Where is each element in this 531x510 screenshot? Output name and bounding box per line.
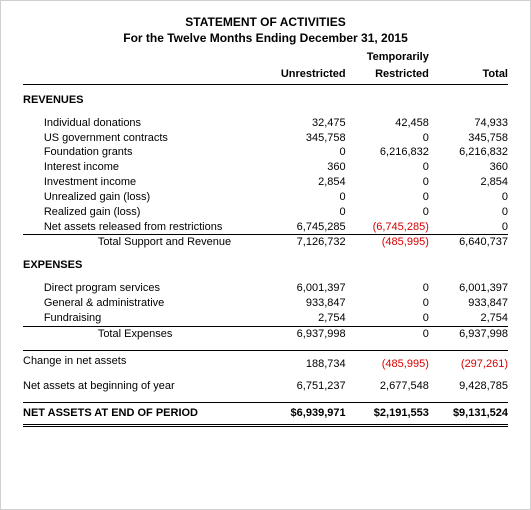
cell: 6,216,832 [429, 145, 508, 160]
table-row: Foundation grants 0 6,216,832 6,216,832 [23, 145, 508, 160]
col3-header: Total [429, 67, 508, 84]
activities-table: Temporarily Unrestricted Restricted Tota… [23, 50, 508, 427]
table-row: NET ASSETS AT END OF PERIOD $6,939,971 $… [23, 403, 508, 426]
row-label: Fundraising [44, 311, 263, 326]
cell: 0 [346, 160, 429, 175]
row-label: Direct program services [44, 281, 263, 296]
cell: 0 [346, 296, 429, 311]
cell: 74,933 [429, 116, 508, 131]
cell: 6,937,998 [262, 326, 345, 341]
cell: 933,847 [429, 296, 508, 311]
cell: 0 [346, 190, 429, 205]
cell: 345,758 [429, 131, 508, 146]
cell: 9,428,785 [429, 379, 508, 394]
cell: 6,640,737 [429, 235, 508, 250]
cell: (297,261) [429, 350, 508, 371]
cell: $2,191,553 [346, 403, 429, 426]
cell: 0 [262, 205, 345, 220]
expenses-heading: EXPENSES [23, 250, 508, 281]
page-subtitle: For the Twelve Months Ending December 31… [23, 31, 508, 47]
cell: $9,131,524 [429, 403, 508, 426]
row-label: Foundation grants [44, 145, 263, 160]
cell: 0 [346, 326, 429, 341]
table-row: Change in net assets 188,734 (485,995) (… [23, 350, 508, 371]
table-row: Realized gain (loss) 0 0 0 [23, 205, 508, 220]
cell: 0 [346, 311, 429, 326]
cell: (485,995) [346, 350, 429, 371]
column-header-upper: Temporarily [23, 50, 508, 67]
cell: 2,677,548 [346, 379, 429, 394]
cell: $6,939,971 [262, 403, 345, 426]
cell: 188,734 [262, 350, 345, 371]
cell: 2,754 [262, 311, 345, 326]
cell: 2,854 [262, 175, 345, 190]
table-row: General & administrative 933,847 0 933,8… [23, 296, 508, 311]
column-header-row: Unrestricted Restricted Total [23, 67, 508, 84]
statement-page: STATEMENT OF ACTIVITIES For the Twelve M… [0, 0, 531, 510]
table-row: REVENUES [23, 84, 508, 115]
cell: 6,745,285 [262, 220, 345, 235]
cell: 6,001,397 [429, 281, 508, 296]
row-label: Interest income [44, 160, 263, 175]
cell: 6,001,397 [262, 281, 345, 296]
cell: 933,847 [262, 296, 345, 311]
row-label: Individual donations [44, 116, 263, 131]
row-label: US government contracts [44, 131, 263, 146]
table-row: Fundraising 2,754 0 2,754 [23, 311, 508, 326]
cell: 2,754 [429, 311, 508, 326]
row-label: NET ASSETS AT END OF PERIOD [23, 403, 262, 426]
cell: 0 [262, 145, 345, 160]
row-label: Unrealized gain (loss) [44, 190, 263, 205]
cell: 32,475 [262, 116, 345, 131]
table-row: Total Support and Revenue 7,126,732 (485… [23, 235, 508, 250]
table-row: EXPENSES [23, 250, 508, 281]
cell: 345,758 [262, 131, 345, 146]
col2-header-line1: Temporarily [346, 50, 429, 67]
cell: 0 [346, 205, 429, 220]
page-title: STATEMENT OF ACTIVITIES [23, 15, 508, 31]
table-row: Net assets released from restrictions 6,… [23, 220, 508, 235]
cell: 360 [429, 160, 508, 175]
col1-header: Unrestricted [262, 67, 345, 84]
row-label: Investment income [44, 175, 263, 190]
table-row: Interest income 360 0 360 [23, 160, 508, 175]
cell: 0 [429, 220, 508, 235]
table-row: US government contracts 345,758 0 345,75… [23, 131, 508, 146]
row-label: Net assets released from restrictions [44, 220, 263, 235]
cell: 0 [429, 190, 508, 205]
row-label: Total Expenses [44, 326, 263, 341]
cell: 0 [262, 190, 345, 205]
cell: 6,216,832 [346, 145, 429, 160]
cell: 7,126,732 [262, 235, 345, 250]
col2-header-line2: Restricted [346, 67, 429, 84]
table-row: Total Expenses 6,937,998 0 6,937,998 [23, 326, 508, 341]
table-row: Individual donations 32,475 42,458 74,93… [23, 116, 508, 131]
cell: (485,995) [346, 235, 429, 250]
table-row: Investment income 2,854 0 2,854 [23, 175, 508, 190]
row-label: General & administrative [44, 296, 263, 311]
row-label: Change in net assets [23, 350, 262, 371]
row-label: Net assets at beginning of year [23, 379, 262, 394]
cell: 0 [346, 131, 429, 146]
cell: 0 [346, 175, 429, 190]
revenues-heading: REVENUES [23, 84, 508, 115]
cell: 2,854 [429, 175, 508, 190]
table-row: Unrealized gain (loss) 0 0 0 [23, 190, 508, 205]
row-label: Total Support and Revenue [44, 235, 263, 250]
cell: 42,458 [346, 116, 429, 131]
cell: 6,937,998 [429, 326, 508, 341]
cell: 0 [429, 205, 508, 220]
cell: 6,751,237 [262, 379, 345, 394]
cell: 360 [262, 160, 345, 175]
table-row: Direct program services 6,001,397 0 6,00… [23, 281, 508, 296]
table-row: Net assets at beginning of year 6,751,23… [23, 379, 508, 394]
row-label: Realized gain (loss) [44, 205, 263, 220]
cell: (6,745,285) [346, 220, 429, 235]
cell: 0 [346, 281, 429, 296]
